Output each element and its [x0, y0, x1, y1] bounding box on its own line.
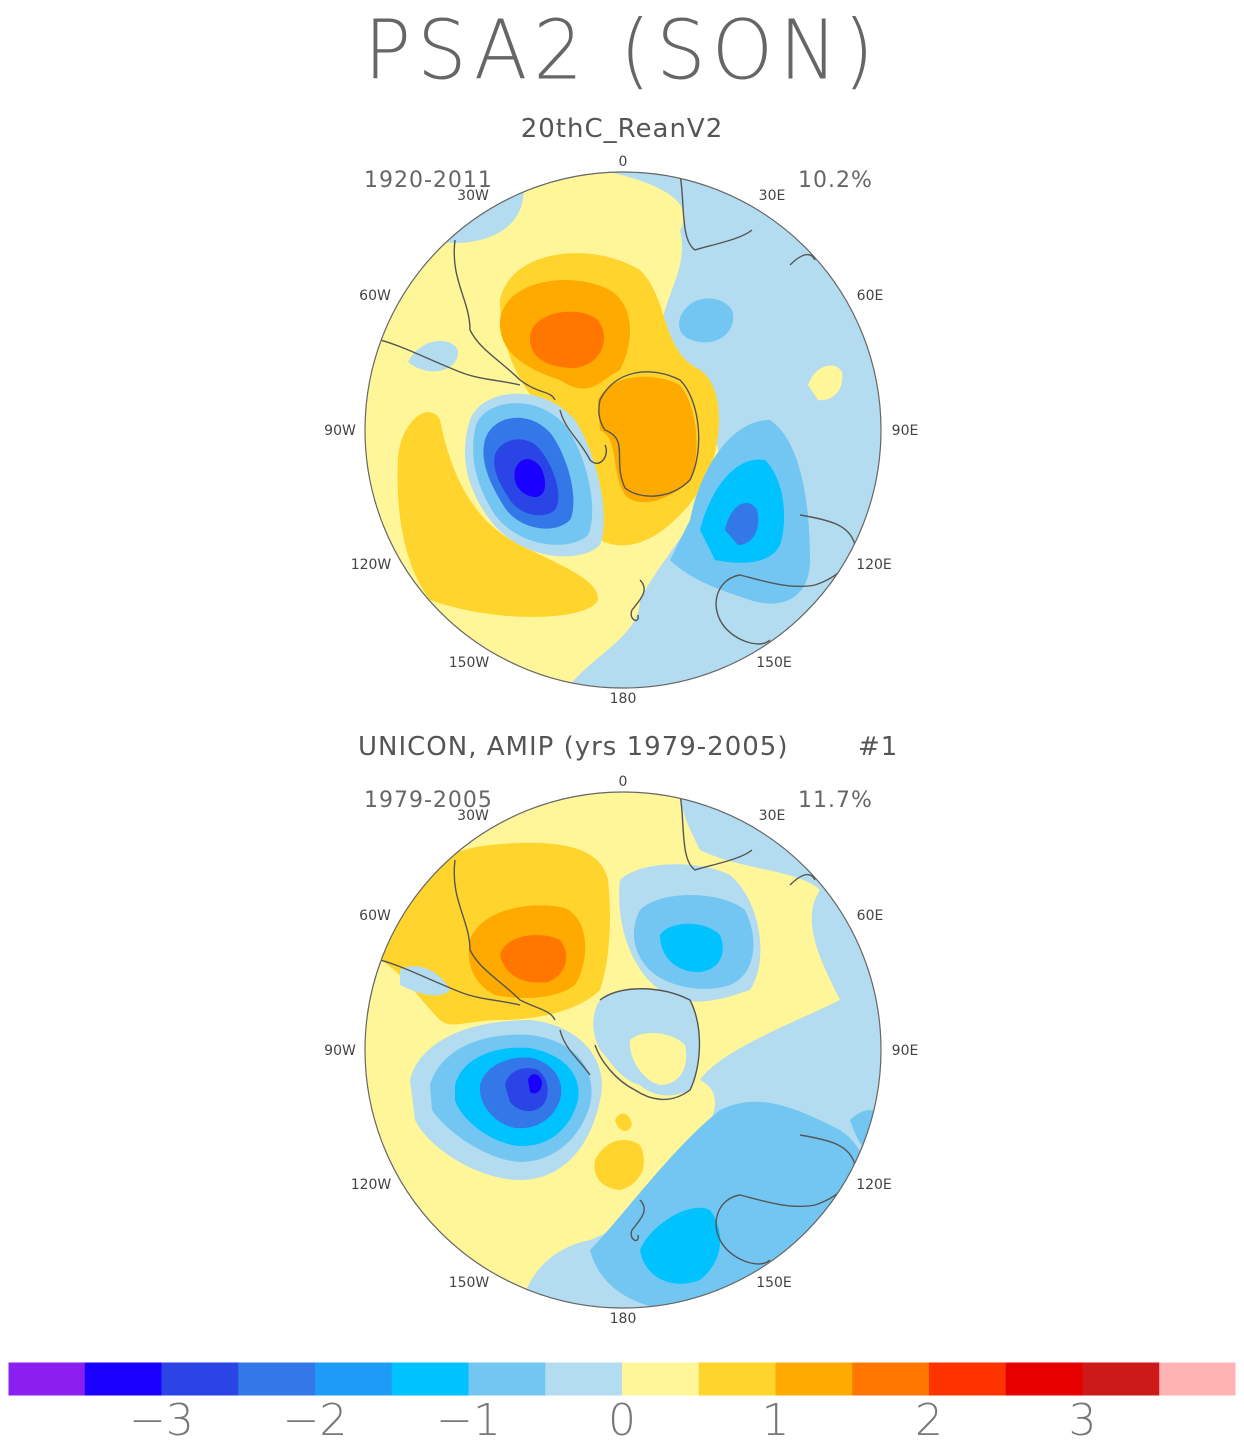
panel1-subtitle: 20thC_ReanV2 — [520, 114, 724, 144]
colorbar-label-0: −3 — [129, 1395, 194, 1443]
panel1-lon-120W: 120W — [351, 557, 392, 573]
panel2-period: 1979-2005 — [364, 788, 493, 813]
panel2-lon-60W: 60W — [359, 908, 391, 924]
panel2-map: 0 30E 60E 90E 120E 150E 180 150W 120W 90… — [324, 774, 919, 1327]
panel2-variance: 11.7% — [798, 788, 873, 813]
panel1-lon-90E: 90E — [892, 423, 919, 439]
panel1-blue-field — [560, 172, 881, 688]
panel1-lon-150E: 150E — [756, 655, 792, 671]
panel2-lon-120E: 120E — [856, 1177, 892, 1193]
panel1-lon-30E: 30E — [759, 188, 786, 204]
colorbar-swatch-4 — [315, 1362, 393, 1396]
panel1-lon-120E: 120E — [856, 557, 892, 573]
panel2-lon-90E: 90E — [892, 1043, 919, 1059]
colorbar-swatch-0 — [8, 1362, 86, 1396]
colorbar-label-1: −2 — [283, 1395, 348, 1443]
panel1-coastlines — [379, 174, 856, 645]
colorbar-label-6: 3 — [1069, 1395, 1097, 1443]
panel2-subtitle: UNICON, AMIP (yrs 1979-2005) — [358, 732, 789, 762]
colorbar-label-2: −1 — [436, 1395, 501, 1443]
panel1-lon-0: 0 — [619, 154, 628, 170]
panel1-lon-180: 180 — [610, 691, 637, 707]
colorbar-swatch-14 — [1082, 1362, 1160, 1396]
colorbar-swatch-12 — [929, 1362, 1007, 1396]
panel2-coastlines — [379, 794, 856, 1265]
colorbar-swatch-13 — [1005, 1362, 1083, 1396]
panel2-lon-60E: 60E — [857, 908, 884, 924]
panel2-lon-150E: 150E — [756, 1275, 792, 1291]
panel1-lon-150W: 150W — [449, 655, 490, 671]
colorbar-swatch-10 — [775, 1362, 853, 1396]
colorbar-labels: −3 −2 −1 0 1 2 3 — [129, 1395, 1096, 1443]
colorbar-label-4: 1 — [762, 1395, 790, 1443]
panel2-lon-180: 180 — [610, 1311, 637, 1327]
panel1-lon-60E: 60E — [857, 288, 884, 304]
panel1-lon-60W: 60W — [359, 288, 391, 304]
colorbar-label-5: 2 — [915, 1395, 943, 1443]
colorbar-swatch-5 — [391, 1362, 469, 1396]
colorbar-swatch-1 — [84, 1362, 162, 1396]
colorbar-swatch-15 — [1159, 1362, 1237, 1396]
main-title: PSA2 (SON) — [364, 3, 880, 99]
colorbar-swatch-9 — [698, 1362, 776, 1396]
colorbar-swatch-8 — [622, 1362, 700, 1396]
panel1-period: 1920-2011 — [364, 168, 493, 193]
panel1-lon-90W: 90W — [324, 423, 356, 439]
colorbar-swatch-7 — [545, 1362, 623, 1396]
panel2-lon-30W: 30W — [457, 808, 489, 824]
panel2-lon-120W: 120W — [351, 1177, 392, 1193]
panel1-lon-30W: 30W — [457, 188, 489, 204]
panel2-lon-150W: 150W — [449, 1275, 490, 1291]
colorbar-label-3: 0 — [608, 1395, 636, 1443]
panel2-lon-30E: 30E — [759, 808, 786, 824]
panel1-map-border — [364, 171, 882, 689]
panel2-lon-90W: 90W — [324, 1043, 356, 1059]
colorbar: −3 −2 −1 0 1 2 3 — [7, 1361, 1237, 1443]
colorbar-swatch-6 — [468, 1362, 546, 1396]
colorbar-swatch-2 — [161, 1362, 239, 1396]
panel1-map: 0 30E 60E 90E 120E 150E 180 150W 120W 90… — [324, 154, 919, 707]
colorbar-swatch-3 — [238, 1362, 316, 1396]
panel1-variance: 10.2% — [798, 168, 873, 193]
panel2-map-border — [364, 791, 882, 1309]
panel2-number: #1 — [858, 732, 899, 762]
panel2-lon-0: 0 — [619, 774, 628, 790]
colorbar-swatches — [7, 1361, 1237, 1397]
colorbar-swatch-11 — [852, 1362, 930, 1396]
